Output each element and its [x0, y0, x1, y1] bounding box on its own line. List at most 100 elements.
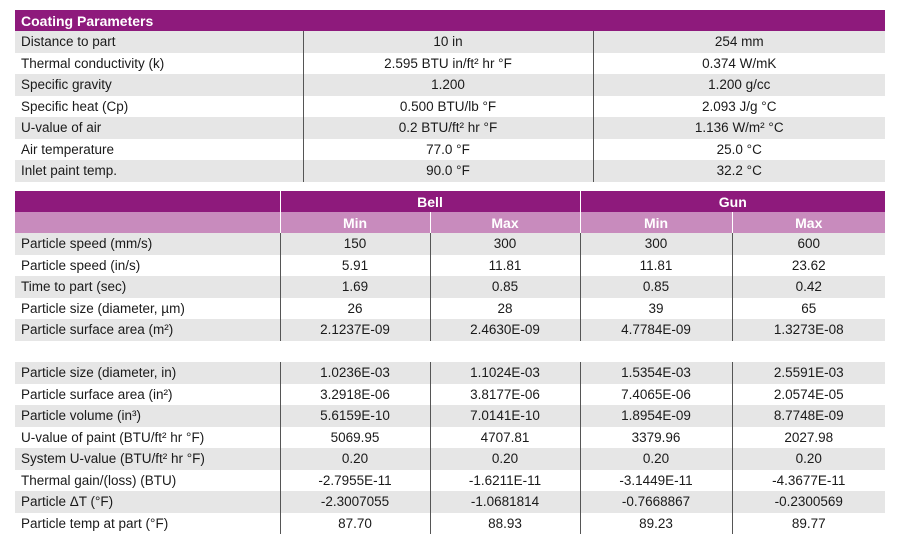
- gun-min-value: -0.7668867: [579, 491, 732, 513]
- gun-min-value: 89.23: [579, 512, 732, 534]
- row-label: Particle surface area (in²): [15, 383, 280, 405]
- coating-row: Air temperature 77.0 °F 25.0 °C: [15, 138, 885, 160]
- table-row: System U-value (BTU/ft² hr °F) 0.20 0.20 0.…: [15, 448, 885, 470]
- gun-max-value: 600: [731, 233, 885, 255]
- bell-max-value: 28: [429, 297, 580, 319]
- row-label: Time to part (sec): [15, 276, 280, 298]
- gun-max-value: 0.42: [731, 276, 885, 298]
- gun-max-value: 2.5591E-03: [731, 362, 885, 384]
- gun-max-value: 2.0574E-05: [731, 383, 885, 405]
- bell-min-value: 5.91: [279, 254, 430, 276]
- spacer-cell: [15, 340, 885, 362]
- bell-max-value: 0.85: [429, 276, 580, 298]
- table-row: Thermal gain/(loss) (BTU) -2.7955E-11 -1.6…: [15, 469, 885, 491]
- coating-parameters-header: Coating Parameters: [15, 10, 885, 31]
- row-label: System U-value (BTU/ft² hr °F): [15, 448, 280, 470]
- table-row: Particle surface area (m²) 2.1237E-09 2.46…: [15, 319, 885, 341]
- table-row: Particle ΔT (°F) -2.3007055 -1.0681814 -0.7…: [15, 491, 885, 513]
- row-label: Particle surface area (m²): [15, 319, 280, 341]
- gun-min-value: 0.20: [579, 448, 732, 470]
- metric-value: 2.093 J/g °C: [592, 95, 885, 117]
- gun-max-value: 0.20: [731, 448, 885, 470]
- bell-min-value: 2.1237E-09: [279, 319, 430, 341]
- row-label: Particle ΔT (°F): [15, 491, 280, 513]
- gun-max-value: 8.7748E-09: [731, 405, 885, 427]
- bell-min-header: Min: [279, 212, 430, 233]
- coating-row: Inlet paint temp. 90.0 °F 32.2 °C: [15, 160, 885, 182]
- table-row: Particle size (diameter, in) 1.0236E-03 1.…: [15, 362, 885, 384]
- table-row: Particle size (diameter, µm) 26 28 39 65: [15, 297, 885, 319]
- table-row: U-value of paint (BTU/ft² hr °F) 5069.95 4…: [15, 426, 885, 448]
- metric-value: 1.200 g/cc: [592, 74, 885, 96]
- imperial-value: 2.595 BTU in/ft² hr °F: [302, 52, 593, 74]
- metric-value: 1.136 W/m² °C: [592, 117, 885, 139]
- gun-max-value: 1.3273E-08: [731, 319, 885, 341]
- bell-min-value: 1.69: [279, 276, 430, 298]
- gun-max-header: Max: [731, 212, 885, 233]
- table-row: Particle speed (in/s) 5.91 11.81 11.81 23.62: [15, 254, 885, 276]
- table-row: Particle temp at part (°F) 87.70 88.93 89.2…: [15, 512, 885, 534]
- gun-min-value: -3.1449E-11: [579, 469, 732, 491]
- gun-max-value: 89.77: [731, 512, 885, 534]
- bell-max-header: Max: [429, 212, 580, 233]
- coating-parameters-table: Coating Parameters Distance to part 10 in…: [15, 10, 885, 182]
- row-label: Thermal gain/(loss) (BTU): [15, 469, 280, 491]
- metric-value: 254 mm: [592, 31, 885, 53]
- imperial-value: 0.500 BTU/lb °F: [302, 95, 593, 117]
- gun-min-value: 0.85: [579, 276, 732, 298]
- bell-min-value: 5.6159E-10: [279, 405, 430, 427]
- group-header-row: Bell Gun: [15, 191, 885, 212]
- gun-min-value: 1.5354E-03: [579, 362, 732, 384]
- gun-min-header: Min: [579, 212, 732, 233]
- coating-row: U-value of air 0.2 BTU/ft² hr °F 1.136 W/m…: [15, 117, 885, 139]
- bell-max-value: -1.6211E-11: [429, 469, 580, 491]
- gun-group-header: Gun: [579, 191, 885, 212]
- table-row: Particle volume (in³) 5.6159E-10 7.0141E-1…: [15, 405, 885, 427]
- gun-min-value: 4.7784E-09: [579, 319, 732, 341]
- coating-row: Specific gravity 1.200 1.200 g/cc: [15, 74, 885, 96]
- bell-gun-comparison-table: Bell Gun Min Max Min Max Particle speed …: [15, 191, 885, 534]
- coating-row: Distance to part 10 in 254 mm: [15, 31, 885, 53]
- imperial-value: 90.0 °F: [302, 160, 593, 182]
- metric-value: 0.374 W/mK: [592, 52, 885, 74]
- row-label: Particle temp at part (°F): [15, 512, 280, 534]
- row-label: U-value of paint (BTU/ft² hr °F): [15, 426, 280, 448]
- row-label: Particle speed (mm/s): [15, 233, 280, 255]
- gun-min-value: 11.81: [579, 254, 732, 276]
- bell-max-value: 1.1024E-03: [429, 362, 580, 384]
- gun-max-value: 23.62: [731, 254, 885, 276]
- bell-max-value: 7.0141E-10: [429, 405, 580, 427]
- group-header-empty-cell: [15, 191, 280, 212]
- bell-min-value: -2.3007055: [279, 491, 430, 513]
- min-max-header-row: Min Max Min Max: [15, 212, 885, 233]
- row-label: Particle size (diameter, µm): [15, 297, 280, 319]
- gun-min-value: 3379.96: [579, 426, 732, 448]
- row-label: Thermal conductivity (k): [15, 52, 303, 74]
- gun-max-value: -0.2300569: [731, 491, 885, 513]
- imperial-value: 77.0 °F: [302, 138, 593, 160]
- gun-min-value: 300: [579, 233, 732, 255]
- gun-max-value: -4.3677E-11: [731, 469, 885, 491]
- gun-min-value: 7.4065E-06: [579, 383, 732, 405]
- bell-max-value: 300: [429, 233, 580, 255]
- imperial-value: 0.2 BTU/ft² hr °F: [302, 117, 593, 139]
- row-label: U-value of air: [15, 117, 303, 139]
- bell-group-header: Bell: [279, 191, 580, 212]
- row-label: Distance to part: [15, 31, 303, 53]
- subheader-empty-cell: [15, 212, 280, 233]
- coating-parameters-title: Coating Parameters: [15, 10, 885, 31]
- imperial-value: 10 in: [302, 31, 593, 53]
- row-label: Inlet paint temp.: [15, 160, 303, 182]
- metric-value: 25.0 °C: [592, 138, 885, 160]
- bell-min-value: 87.70: [279, 512, 430, 534]
- spacer-row: [15, 340, 885, 362]
- bell-max-value: 2.4630E-09: [429, 319, 580, 341]
- table-row: Particle surface area (in²) 3.2918E-06 3.8…: [15, 383, 885, 405]
- gun-min-value: 39: [579, 297, 732, 319]
- bell-min-value: 150: [279, 233, 430, 255]
- table-row: Particle speed (mm/s) 150 300 300 600: [15, 233, 885, 255]
- bell-min-value: 1.0236E-03: [279, 362, 430, 384]
- row-label: Specific gravity: [15, 74, 303, 96]
- bell-min-value: 26: [279, 297, 430, 319]
